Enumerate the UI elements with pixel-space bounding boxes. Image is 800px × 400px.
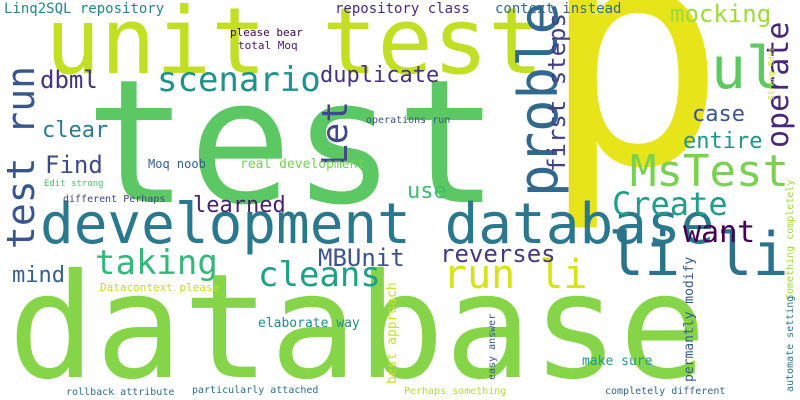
word-want: want: [683, 215, 756, 250]
word-cleans: cleans: [258, 255, 381, 295]
word-particularly-attached: particularly attached: [192, 385, 319, 396]
word-moq-noob: Moq noob: [148, 157, 206, 171]
word-different-perhaps: different Perhaps: [63, 194, 166, 205]
word-find: Find: [45, 151, 103, 179]
word-mind: mind: [12, 263, 65, 288]
word-ul: ul: [711, 34, 781, 102]
word-context-instead: context instead: [495, 1, 622, 17]
word-mstest: MsTest: [630, 146, 789, 197]
word-perhaps-something: Perhaps something: [404, 386, 507, 397]
word-rollback-attribute: rollback attribute: [66, 387, 175, 398]
word-clear: clear: [42, 118, 109, 143]
word-case: case: [692, 102, 745, 127]
word-first-steps: first steps: [543, 13, 571, 172]
word-unit-test: unit test: [45, 0, 544, 95]
word-strong-edit: Strong Edit: [767, 47, 776, 100]
word-datacontext-please: Datacontext please: [100, 281, 220, 294]
word-something-completely: Something completely: [785, 179, 796, 300]
word-mocking: mocking: [670, 0, 772, 28]
word-run-li: run li: [443, 252, 588, 298]
word-automate-setting: automate setting: [785, 295, 796, 392]
word-duplicate: duplicate: [320, 63, 440, 88]
word-create: Create: [612, 185, 728, 223]
word-learned: learned: [193, 193, 286, 218]
word-completely-different: completely different: [605, 386, 726, 397]
word-test: test: [85, 42, 500, 243]
word-reverses: reverses: [440, 240, 556, 268]
word-scenario: scenario: [157, 60, 321, 100]
word-repository-class: repository class: [335, 1, 470, 17]
word-real-development: real development: [240, 157, 366, 172]
word-li-li: li li: [608, 220, 789, 290]
word-best-approach: best approach: [385, 282, 400, 384]
word-entire: entire: [683, 129, 763, 154]
word-elaborate-way: elaborate way: [258, 316, 360, 331]
word-p: p: [540, 0, 727, 237]
word-operations-run: operations run: [366, 115, 451, 126]
word-test-run: test run: [0, 65, 43, 249]
word-mbunit: MBUnit: [318, 244, 405, 272]
word-please-bear: please bear: [230, 26, 303, 39]
word-total-moq: total Moq: [238, 39, 298, 52]
word-dbml: dbml: [40, 66, 98, 94]
word-easy-answer: easy answer: [487, 313, 498, 380]
word-permantly-modify: permantly modify: [682, 256, 697, 382]
word-make-sure: make sure: [582, 354, 653, 369]
word-linq2sql-repository: Linq2SQL repository: [4, 1, 165, 17]
word-use: use: [407, 179, 447, 204]
word-database: database: [8, 243, 707, 400]
word-development-database: development database: [40, 192, 715, 257]
word-taking: taking: [95, 243, 218, 283]
word-edit-strong: Edit strong: [44, 179, 104, 189]
